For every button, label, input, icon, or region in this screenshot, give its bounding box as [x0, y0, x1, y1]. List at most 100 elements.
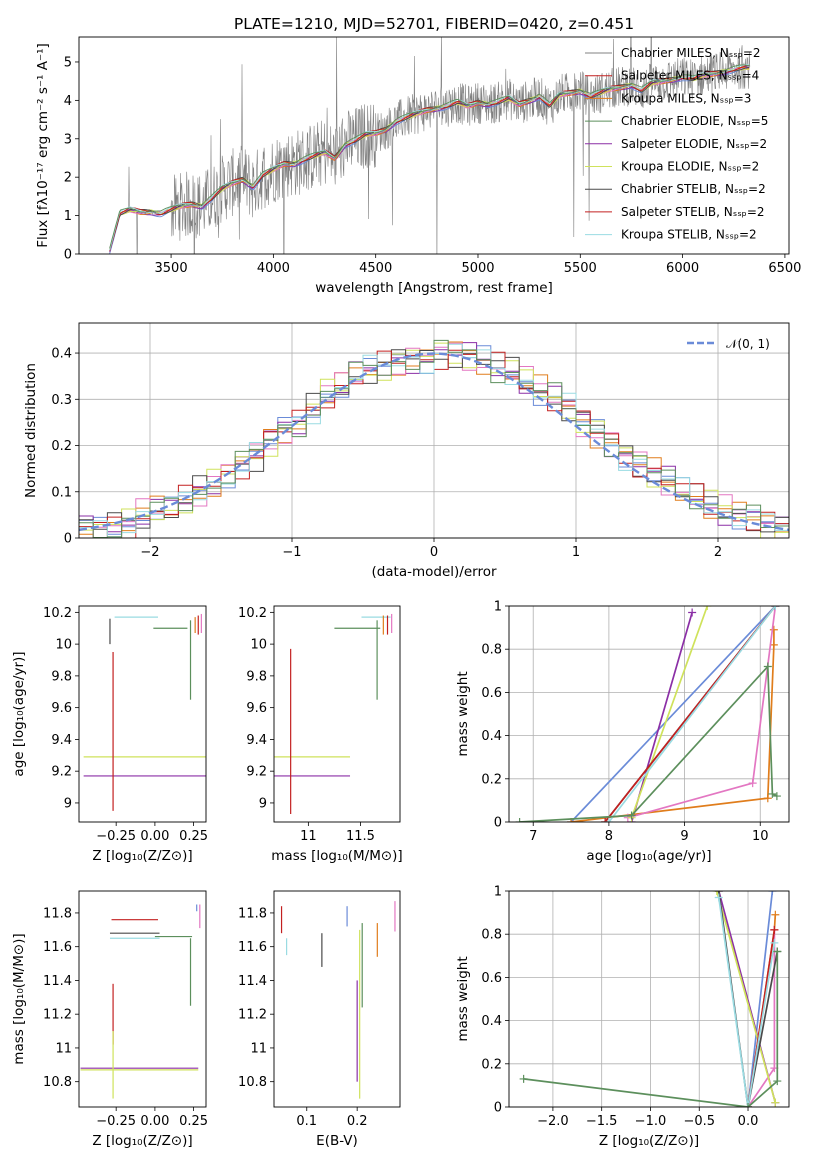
- plus-marker: [703, 606, 712, 610]
- y-tick-label: 3: [64, 132, 72, 147]
- y-axis-label: mass [log₁₀(M/M⊙)]: [11, 933, 27, 1064]
- x-tick-label: 2: [714, 545, 722, 560]
- y-tick-label: 4: [64, 94, 72, 109]
- x-tick-label: 10: [752, 829, 769, 844]
- y-tick-label: 9.6: [246, 701, 267, 716]
- Z-vs-age-frame: [78, 605, 207, 823]
- x-axis-label: mass [log₁₀(M/M⊙)]: [271, 848, 402, 864]
- EBV-vs-mass-axes: 0.1 0.2 10.8 11 11.2 11.4 11.6 11.8 E(B-V): [238, 906, 367, 1149]
- x-tick-label: 0.2: [347, 1114, 368, 1129]
- y-tick-label: 11.4: [43, 974, 72, 989]
- x-axis-label: (data-model)/error: [371, 564, 497, 580]
- y-tick-label: 10.8: [43, 1075, 72, 1090]
- y-tick-label: 9.4: [51, 733, 72, 748]
- plus-marker: [604, 818, 613, 822]
- y-tick-label: 9.2: [51, 765, 72, 780]
- y-tick-label: 11.6: [43, 940, 72, 955]
- x-tick-label: −1.5: [586, 1114, 618, 1129]
- plus-marker: [515, 818, 524, 822]
- x-tick-label: −0.25: [96, 829, 136, 844]
- y-tick-label: 10: [250, 638, 267, 653]
- x-tick-label: 11: [300, 829, 317, 844]
- x-axis-label: E(B-V): [316, 1133, 358, 1149]
- plus-marker: [712, 891, 721, 895]
- y-tick-label: 1: [494, 885, 502, 900]
- plus-marker: [519, 1074, 528, 1083]
- plus-marker: [771, 1098, 780, 1107]
- x-axis-label: Z [log₁₀(Z/Z⊙)]: [92, 1133, 192, 1149]
- cumulative-weight-line: [630, 606, 709, 818]
- y-tick-label: 2: [64, 171, 72, 186]
- y-tick-label: 11.4: [238, 974, 267, 989]
- plus-marker: [627, 811, 636, 820]
- plus-marker: [770, 925, 779, 934]
- cumulative-weight-line: [715, 891, 777, 1103]
- Z-vs-mass-axes: −0.25 0.00 0.25 10.8 11 11.2 11.4 11.6 11.8 Z [lo…: [11, 906, 208, 1149]
- x-tick-label: −0.5: [683, 1114, 715, 1129]
- model-fit-line: [109, 64, 750, 252]
- spectrum-axes: 3500 4000 4500 5000 5500 6000 6500 0 1 2 3 4 5 wavele…: [35, 43, 801, 296]
- x-tick-label: −0.25: [96, 1114, 136, 1129]
- y-tick-label: 9: [259, 796, 267, 811]
- x-tick-label: 4000: [257, 261, 290, 276]
- y-tick-label: 9.6: [51, 701, 72, 716]
- plus-marker: [714, 893, 723, 902]
- EBV-vs-mass-frame: [273, 890, 401, 1108]
- plus-marker: [772, 792, 781, 801]
- y-tick-label: 1: [64, 209, 72, 224]
- plus-marker: [601, 818, 610, 822]
- Z-vs-mass-weight-frame: [508, 890, 790, 1108]
- legend-entry: Salpeter ELODIE, Nₛₛₚ=2: [621, 137, 767, 151]
- x-tick-label: 0.25: [179, 1114, 208, 1129]
- x-tick-label: 11.5: [346, 829, 375, 844]
- spectrum-frame: [78, 36, 790, 255]
- y-tick-label: 9.8: [246, 669, 267, 684]
- y-axis-label: Normed distribution: [23, 363, 39, 498]
- legend-entry: Kroupa MILES, Nₛₛₚ=3: [621, 91, 751, 105]
- legend-entry: Chabrier MILES, Nₛₛₚ=2: [621, 46, 761, 60]
- cumulative-weight-line: [608, 606, 777, 822]
- model-fit-line: [109, 66, 750, 251]
- y-tick-label: 0.2: [51, 439, 72, 454]
- x-tick-label: 6500: [768, 261, 801, 276]
- age-vs-mass-weight-frame: [508, 605, 790, 823]
- x-tick-label: 0.0: [738, 1114, 759, 1129]
- x-tick-label: 0.00: [140, 829, 169, 844]
- legend-entry: Chabrier ELODIE, Nₛₛₚ=5: [621, 114, 768, 128]
- y-tick-label: 0: [494, 816, 502, 831]
- plus-marker: [768, 789, 777, 798]
- x-tick-label: 0: [430, 545, 438, 560]
- x-tick-label: 0.25: [179, 829, 208, 844]
- y-axis-label: mass weight: [455, 671, 471, 756]
- x-tick-label: −1.0: [635, 1114, 667, 1129]
- legend-entry: Chabrier STELIB, Nₛₛₚ=2: [621, 182, 766, 196]
- plus-marker: [773, 1077, 782, 1086]
- Z-vs-age-axes: −0.25 0.00 0.25 9 9.2 9.4 9.6 9.8 10 10.2 Z [log₁₀…: [11, 606, 208, 864]
- plus-marker: [768, 891, 777, 895]
- y-tick-label: 11.2: [238, 1008, 267, 1023]
- plus-marker: [773, 947, 782, 956]
- y-tick-label: 0: [494, 1101, 502, 1116]
- y-tick-label: 11: [55, 1041, 72, 1056]
- x-axis-label: Z [log₁₀(Z/Z⊙)]: [599, 1133, 699, 1149]
- y-tick-label: 0.4: [51, 347, 72, 362]
- y-tick-label: 0: [64, 248, 72, 263]
- residuals-plot-area: [79, 339, 789, 538]
- residual-histogram: [79, 339, 789, 538]
- y-axis-label: Flux [fλ10⁻¹⁷ erg cm⁻² s⁻¹ A⁻¹]: [35, 43, 51, 248]
- legend-entry: Salpeter STELIB, Nₛₛₚ=2: [621, 205, 765, 219]
- Z-vs-mass-frame: [78, 890, 207, 1108]
- x-tick-label: 3500: [155, 261, 188, 276]
- y-tick-label: 0.4: [481, 729, 502, 744]
- x-axis-label: age [log₁₀(age/yr)]: [586, 848, 711, 864]
- Z-vs-mass-plot-area: [80, 904, 201, 1099]
- y-tick-label: 0.6: [481, 971, 502, 986]
- y-tick-label: 11: [250, 1041, 267, 1056]
- spectrum-plot-area: [109, 37, 751, 254]
- y-axis-label: mass weight: [455, 956, 471, 1041]
- mass-vs-age-plot-area: [274, 613, 393, 815]
- y-tick-label: 10.2: [238, 606, 267, 621]
- age-vs-mass-weight-plot-area: [515, 606, 781, 822]
